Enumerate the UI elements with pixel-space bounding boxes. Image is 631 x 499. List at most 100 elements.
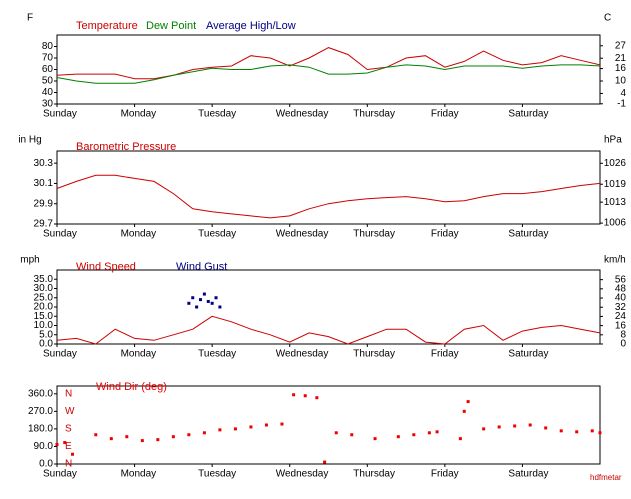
series-line (56, 315, 601, 345)
y-tick-label: 40 (42, 87, 54, 98)
x-tick-label: Saturday (508, 109, 548, 120)
gust-point (214, 296, 218, 300)
y2-tick-label: 10 (615, 76, 627, 87)
x-tick-label: Tuesday (198, 349, 236, 360)
compass-label: S (65, 424, 72, 435)
y-unit: in Hg (18, 135, 41, 146)
y-tick-label: 360.0 (28, 388, 53, 399)
point (435, 430, 439, 434)
y-tick-label: 70 (42, 53, 54, 64)
compass-label: N (65, 459, 72, 470)
y2-tick-label: 1006 (604, 218, 627, 229)
compass-label: E (65, 441, 72, 452)
x-tick-label: Friday (431, 109, 459, 120)
x-tick-label: Thursday (353, 229, 395, 240)
point (315, 396, 319, 400)
x-tick-label: Monday (121, 349, 157, 360)
y-tick-label: 25.0 (34, 292, 54, 303)
point (528, 423, 532, 427)
x-tick-label: Wednesday (276, 109, 329, 120)
y2-tick-label: 27 (615, 40, 627, 51)
gust-point (210, 301, 214, 305)
point (458, 437, 462, 441)
y2-unit: hPa (604, 135, 622, 146)
x-tick-label: Sunday (43, 469, 77, 480)
point (63, 441, 67, 445)
point (334, 431, 338, 435)
y-unit: mph (20, 255, 39, 266)
point (350, 433, 354, 437)
point (513, 424, 517, 428)
x-tick-label: Sunday (43, 229, 77, 240)
point (202, 431, 206, 435)
point (598, 431, 602, 435)
y-tick-label: 35.0 (34, 274, 54, 285)
plot-area (56, 385, 601, 465)
point (373, 437, 377, 441)
y-tick-label: 60 (42, 64, 54, 75)
point (249, 425, 253, 429)
point (292, 393, 296, 397)
y2-tick-label: 16 (615, 320, 627, 331)
x-tick-label: Wednesday (276, 349, 329, 360)
x-tick-label: Saturday (508, 229, 548, 240)
x-tick-label: Tuesday (198, 109, 236, 120)
point (427, 431, 431, 435)
x-tick-label: Monday (121, 109, 157, 120)
y-tick-label: 30.1 (34, 178, 54, 189)
plot-area (56, 150, 601, 225)
point (94, 433, 98, 437)
x-tick-label: Tuesday (198, 469, 236, 480)
point (462, 409, 466, 413)
y2-tick-label: 4 (620, 88, 626, 99)
point (140, 439, 144, 443)
x-tick-label: Tuesday (198, 229, 236, 240)
point (187, 433, 191, 437)
point (323, 460, 327, 464)
y2-tick-label: 1019 (604, 179, 627, 190)
gust-point (191, 296, 195, 300)
y2-tick-label: -1 (617, 98, 626, 109)
point (55, 443, 59, 446)
y2-tick-label: 24 (615, 311, 627, 322)
x-tick-label: Wednesday (276, 469, 329, 480)
y2-tick-label: 21 (615, 53, 627, 64)
x-tick-label: Thursday (353, 109, 395, 120)
x-tick-label: Friday (431, 349, 459, 360)
point (559, 429, 563, 433)
legend-label: Average High/Low (206, 20, 296, 32)
point (71, 452, 75, 456)
point (156, 438, 160, 442)
legend-label: Barometric Pressure (76, 141, 176, 153)
chart-title: Wind Dir (deg) (96, 381, 167, 393)
gust-point (199, 298, 203, 302)
x-tick-label: Sunday (43, 109, 77, 120)
x-tick-label: Thursday (353, 349, 395, 360)
gust-point (218, 305, 222, 309)
y-unit: F (27, 13, 33, 24)
point (396, 435, 400, 439)
point (303, 394, 307, 398)
series-line (56, 64, 601, 84)
x-tick-label: Monday (121, 229, 157, 240)
x-tick-label: Thursday (353, 469, 395, 480)
point (264, 423, 268, 427)
point (544, 426, 548, 430)
x-tick-label: Sunday (43, 349, 77, 360)
compass-label: N (65, 388, 72, 399)
y-tick-label: 180.0 (28, 424, 53, 435)
y-tick-label: 90.0 (34, 441, 54, 452)
y-tick-label: 30 (42, 99, 54, 110)
y2-tick-label: 8 (620, 329, 626, 340)
y-tick-label: 29.9 (34, 198, 54, 209)
point (466, 400, 470, 404)
point (233, 427, 237, 431)
gust-point (195, 305, 199, 309)
y2-tick-label: 32 (615, 302, 627, 313)
point (575, 430, 579, 434)
y-tick-label: 0.0 (39, 339, 53, 350)
y2-tick-label: 40 (615, 293, 627, 304)
x-tick-label: Friday (431, 469, 459, 480)
y2-unit: km/h (604, 255, 626, 266)
